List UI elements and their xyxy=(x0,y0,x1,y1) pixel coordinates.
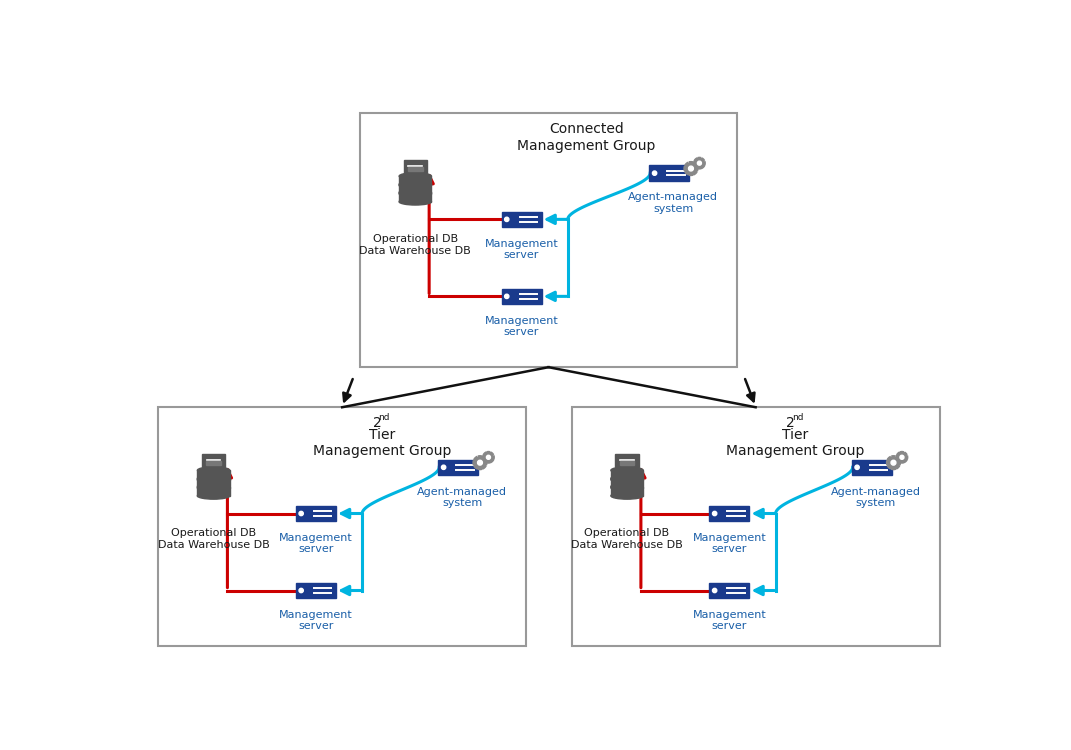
Circle shape xyxy=(891,460,895,465)
Polygon shape xyxy=(887,456,901,470)
Bar xyxy=(399,184,432,194)
Ellipse shape xyxy=(399,189,432,196)
Ellipse shape xyxy=(197,484,229,491)
Bar xyxy=(709,506,750,521)
Bar xyxy=(408,166,423,171)
Ellipse shape xyxy=(197,483,229,490)
Circle shape xyxy=(504,294,509,298)
Bar xyxy=(197,487,229,496)
Text: Operational DB
Data Warehouse DB: Operational DB Data Warehouse DB xyxy=(360,234,471,256)
Text: Operational DB
Data Warehouse DB: Operational DB Data Warehouse DB xyxy=(571,528,683,550)
Bar xyxy=(610,487,644,496)
Ellipse shape xyxy=(197,476,229,483)
Ellipse shape xyxy=(399,181,432,188)
Bar xyxy=(296,583,336,598)
Text: 2: 2 xyxy=(373,416,381,430)
Polygon shape xyxy=(896,452,908,463)
Circle shape xyxy=(900,455,904,459)
Ellipse shape xyxy=(610,476,644,483)
Ellipse shape xyxy=(610,493,644,500)
Circle shape xyxy=(299,588,303,592)
Bar xyxy=(610,470,644,479)
Polygon shape xyxy=(483,452,494,463)
Circle shape xyxy=(652,171,657,176)
Text: Operational DB
Data Warehouse DB: Operational DB Data Warehouse DB xyxy=(157,528,270,550)
Ellipse shape xyxy=(197,475,229,482)
Circle shape xyxy=(712,588,716,592)
Bar xyxy=(610,478,644,488)
Circle shape xyxy=(486,455,491,459)
Text: Management
server: Management server xyxy=(280,532,352,554)
Bar xyxy=(197,478,229,488)
Bar xyxy=(501,211,542,227)
Bar xyxy=(206,460,221,465)
Circle shape xyxy=(697,161,702,165)
Circle shape xyxy=(441,465,446,470)
Polygon shape xyxy=(473,456,487,470)
Ellipse shape xyxy=(399,198,432,205)
Circle shape xyxy=(478,460,482,465)
Bar xyxy=(404,160,427,172)
Bar xyxy=(399,193,432,202)
Text: Management
server: Management server xyxy=(693,532,767,554)
Ellipse shape xyxy=(399,190,432,197)
Text: nd: nd xyxy=(378,413,390,422)
Bar xyxy=(501,289,542,304)
Circle shape xyxy=(299,512,303,516)
Bar xyxy=(202,454,225,467)
Polygon shape xyxy=(684,161,698,176)
Bar xyxy=(360,113,737,368)
Bar xyxy=(620,460,634,465)
Ellipse shape xyxy=(197,467,229,474)
Bar xyxy=(851,460,892,475)
Bar xyxy=(572,407,939,646)
Circle shape xyxy=(504,217,509,221)
Bar xyxy=(159,407,526,646)
Text: Tier
Management Group: Tier Management Group xyxy=(726,428,864,458)
Text: Management
server: Management server xyxy=(693,610,767,632)
Bar xyxy=(438,460,479,475)
Bar xyxy=(709,583,750,598)
Polygon shape xyxy=(694,158,705,169)
Ellipse shape xyxy=(610,484,644,491)
Text: Management
server: Management server xyxy=(280,610,352,632)
Text: Connected
Management Group: Connected Management Group xyxy=(517,122,655,152)
Bar xyxy=(399,176,432,185)
Bar xyxy=(296,506,336,521)
Text: Management
server: Management server xyxy=(485,316,558,338)
Text: Agent-managed
system: Agent-managed system xyxy=(629,193,719,214)
Text: Tier
Management Group: Tier Management Group xyxy=(313,428,451,458)
Ellipse shape xyxy=(399,172,432,179)
Text: Management
server: Management server xyxy=(485,238,558,260)
Text: 2: 2 xyxy=(786,416,795,430)
Circle shape xyxy=(712,512,716,516)
Text: Agent-managed
system: Agent-managed system xyxy=(831,487,921,508)
Circle shape xyxy=(689,166,693,171)
Ellipse shape xyxy=(610,467,644,474)
Bar xyxy=(197,470,229,479)
Circle shape xyxy=(855,465,859,470)
Ellipse shape xyxy=(610,483,644,490)
Ellipse shape xyxy=(399,182,432,189)
Text: nd: nd xyxy=(791,413,803,422)
Bar xyxy=(616,454,638,467)
Ellipse shape xyxy=(610,475,644,482)
Text: Agent-managed
system: Agent-managed system xyxy=(418,487,508,508)
Bar xyxy=(649,166,690,181)
Ellipse shape xyxy=(197,493,229,500)
